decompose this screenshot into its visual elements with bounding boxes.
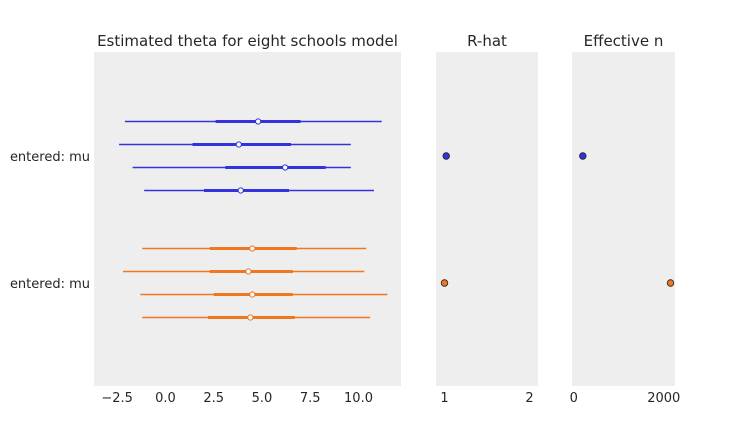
x-tick-label: 0 — [570, 391, 578, 406]
y-label: entered: mu — [10, 277, 90, 292]
rhat-point — [442, 152, 450, 160]
effective-n-point — [579, 152, 587, 160]
x-tick-label: 7.5 — [300, 391, 321, 406]
x-tick-label: −2.5 — [101, 391, 133, 406]
chain-median-point — [255, 118, 262, 125]
panel-title-r-hat: R-hat — [467, 32, 507, 50]
effective-n-point — [666, 279, 675, 287]
panel-title-effective-n: Effective n — [584, 32, 664, 50]
panel-background-3 — [572, 52, 675, 386]
x-tick-label: 0.0 — [155, 391, 176, 406]
chain-median-point — [245, 268, 252, 275]
x-tick-label: 5.0 — [252, 391, 273, 406]
chain-median-point — [249, 291, 256, 298]
panel-background-2 — [436, 52, 538, 386]
chain-median-point — [249, 245, 256, 252]
panel-background-1 — [94, 52, 401, 386]
y-label: entered: mu — [10, 150, 90, 165]
panel-title-estimated-theta-for-eight-schools-model: Estimated theta for eight schools model — [97, 32, 398, 50]
chain-median-point — [235, 141, 242, 148]
x-tick-label: 2 — [525, 391, 533, 406]
chain-median-point — [282, 164, 289, 171]
x-tick-label: 2.5 — [203, 391, 224, 406]
rhat-point — [440, 279, 449, 287]
chain-median-point — [237, 187, 244, 194]
x-tick-label: 1 — [440, 391, 448, 406]
x-tick-label: 2000 — [647, 391, 680, 406]
x-tick-label: 10.0 — [344, 391, 373, 406]
chain-median-point — [247, 314, 254, 321]
